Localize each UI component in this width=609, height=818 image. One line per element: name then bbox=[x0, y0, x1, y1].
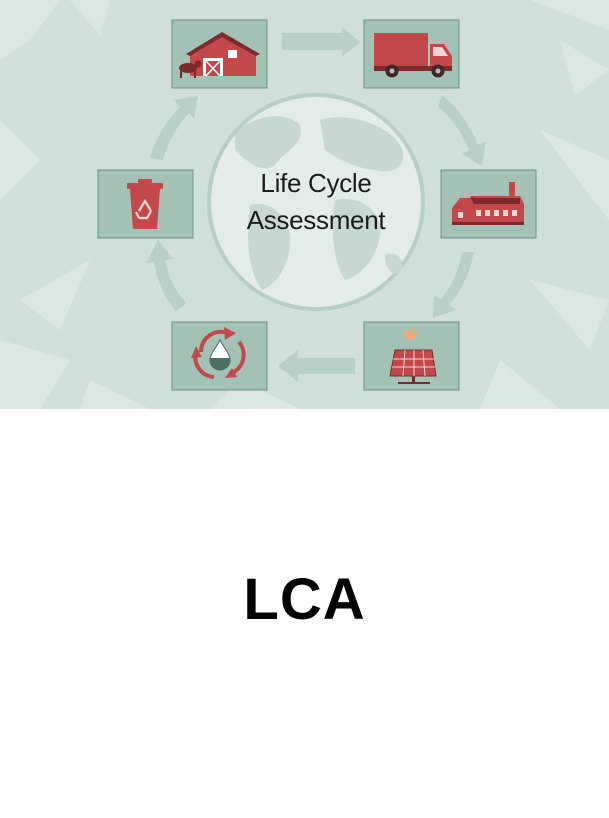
cycle-arrows bbox=[146, 27, 486, 382]
background-shapes bbox=[0, 0, 609, 409]
diagram-title-line1: Life Cycle bbox=[260, 168, 372, 198]
diagram-title-line2: Assessment bbox=[246, 205, 386, 235]
lca-diagram: Life Cycle Assessment bbox=[0, 0, 609, 409]
solar-panel-icon bbox=[389, 325, 437, 384]
diagram-title: Life Cycle Assessment bbox=[213, 165, 419, 239]
caption-lca: LCA bbox=[243, 567, 366, 632]
globe bbox=[207, 93, 425, 311]
delivery-truck-icon bbox=[374, 33, 452, 78]
factory-icon bbox=[452, 182, 524, 225]
barn-icon bbox=[179, 32, 260, 78]
diagram-graphic bbox=[0, 0, 609, 409]
water-recycle-icon bbox=[191, 327, 246, 379]
recycling-bin-icon bbox=[127, 179, 163, 229]
